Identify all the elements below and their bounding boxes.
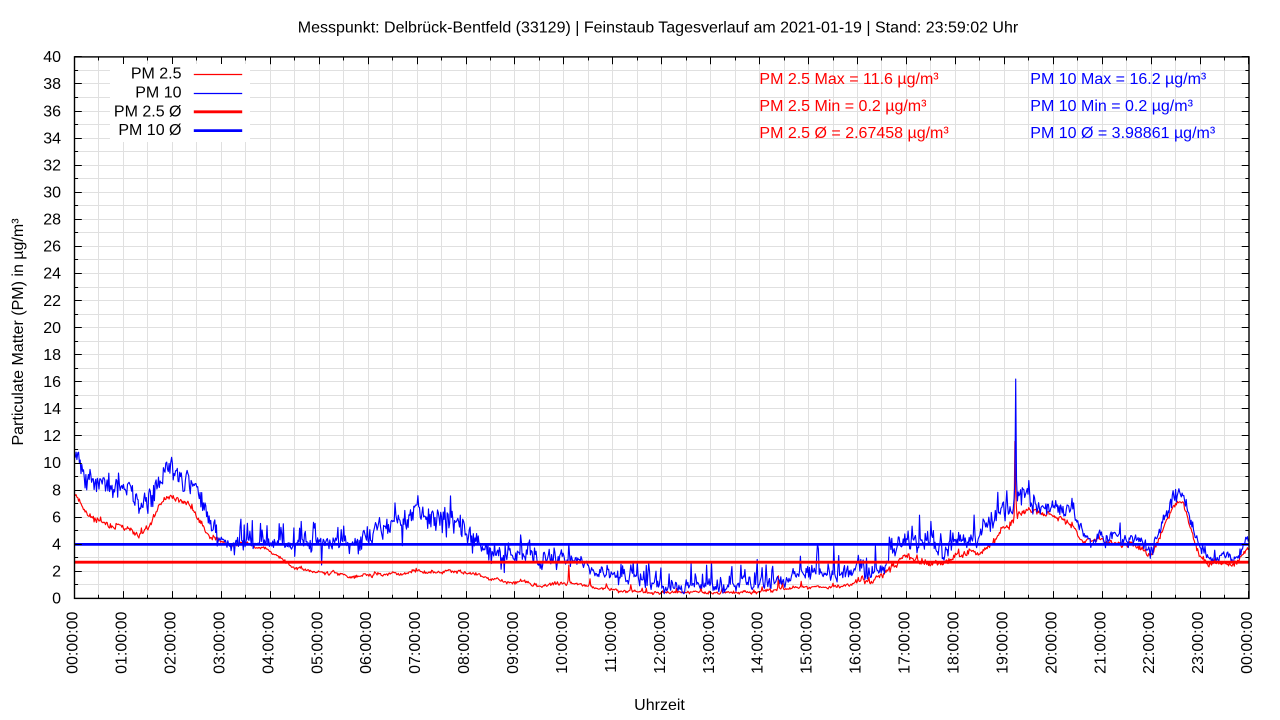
- svg-text:06:00:00: 06:00:00: [358, 611, 375, 673]
- svg-text:05:00:00: 05:00:00: [309, 611, 326, 673]
- svg-text:00:00:00: 00:00:00: [1239, 611, 1256, 673]
- svg-text:19:00:00: 19:00:00: [994, 611, 1011, 673]
- svg-text:40: 40: [43, 49, 61, 66]
- svg-text:12: 12: [43, 428, 61, 445]
- svg-text:PM 10 Max = 16.2 µg/m³: PM 10 Max = 16.2 µg/m³: [1030, 71, 1207, 88]
- svg-text:Messpunkt: Delbrück-Bentfeld (: Messpunkt: Delbrück-Bentfeld (33129) | F…: [298, 19, 1019, 36]
- svg-text:02:00:00: 02:00:00: [163, 611, 180, 673]
- svg-text:38: 38: [43, 76, 61, 93]
- svg-text:PM 2.5 Ø: PM 2.5 Ø: [114, 103, 182, 120]
- svg-text:28: 28: [43, 212, 61, 229]
- svg-text:20:00:00: 20:00:00: [1043, 611, 1060, 673]
- svg-text:16:00:00: 16:00:00: [848, 611, 865, 673]
- svg-text:14:00:00: 14:00:00: [750, 611, 767, 673]
- svg-text:PM 2.5 Ø = 2.67458 µg/m³: PM 2.5 Ø = 2.67458 µg/m³: [759, 125, 949, 142]
- svg-text:4: 4: [52, 537, 61, 554]
- svg-text:32: 32: [43, 157, 61, 174]
- svg-text:18:00:00: 18:00:00: [946, 611, 963, 673]
- svg-text:Particulate Matter (PM) in µg/: Particulate Matter (PM) in µg/m³: [10, 218, 27, 446]
- svg-text:34: 34: [43, 130, 61, 147]
- svg-text:15:00:00: 15:00:00: [799, 611, 816, 673]
- svg-text:18: 18: [43, 347, 61, 364]
- svg-text:04:00:00: 04:00:00: [260, 611, 277, 673]
- svg-text:16: 16: [43, 374, 61, 391]
- svg-text:23:00:00: 23:00:00: [1190, 611, 1207, 673]
- svg-text:Uhrzeit: Uhrzeit: [634, 697, 685, 714]
- svg-text:11:00:00: 11:00:00: [603, 611, 620, 672]
- svg-text:13:00:00: 13:00:00: [701, 611, 718, 673]
- svg-text:36: 36: [43, 103, 61, 120]
- svg-text:10: 10: [43, 455, 61, 472]
- svg-text:01:00:00: 01:00:00: [114, 611, 131, 673]
- svg-text:07:00:00: 07:00:00: [407, 611, 424, 673]
- svg-text:24: 24: [43, 266, 61, 283]
- svg-text:17:00:00: 17:00:00: [897, 611, 914, 673]
- svg-text:PM 10 Min = 0.2 µg/m³: PM 10 Min = 0.2 µg/m³: [1030, 98, 1193, 115]
- svg-text:PM 2.5 Max = 11.6 µg/m³: PM 2.5 Max = 11.6 µg/m³: [759, 71, 939, 88]
- svg-text:2: 2: [52, 564, 61, 581]
- svg-text:8: 8: [52, 482, 61, 499]
- svg-text:PM 2.5: PM 2.5: [131, 66, 182, 83]
- svg-text:09:00:00: 09:00:00: [505, 611, 522, 673]
- svg-text:22:00:00: 22:00:00: [1141, 611, 1158, 673]
- svg-text:PM 10 Ø = 3.98861 µg/m³: PM 10 Ø = 3.98861 µg/m³: [1030, 125, 1216, 142]
- svg-text:26: 26: [43, 239, 61, 256]
- svg-text:PM 10: PM 10: [135, 85, 181, 102]
- svg-text:PM 2.5 Min = 0.2 µg/m³: PM 2.5 Min = 0.2 µg/m³: [759, 98, 927, 115]
- svg-text:PM 10 Ø: PM 10 Ø: [118, 122, 181, 139]
- svg-text:0: 0: [52, 591, 61, 608]
- svg-text:30: 30: [43, 185, 61, 202]
- svg-text:12:00:00: 12:00:00: [652, 611, 669, 673]
- svg-text:22: 22: [43, 293, 61, 310]
- svg-text:03:00:00: 03:00:00: [211, 611, 228, 673]
- svg-text:00:00:00: 00:00:00: [65, 611, 82, 673]
- svg-text:14: 14: [43, 401, 61, 418]
- svg-text:10:00:00: 10:00:00: [554, 611, 571, 673]
- svg-text:20: 20: [43, 320, 61, 337]
- svg-text:08:00:00: 08:00:00: [456, 611, 473, 673]
- svg-text:21:00:00: 21:00:00: [1092, 611, 1109, 673]
- svg-text:6: 6: [52, 509, 61, 526]
